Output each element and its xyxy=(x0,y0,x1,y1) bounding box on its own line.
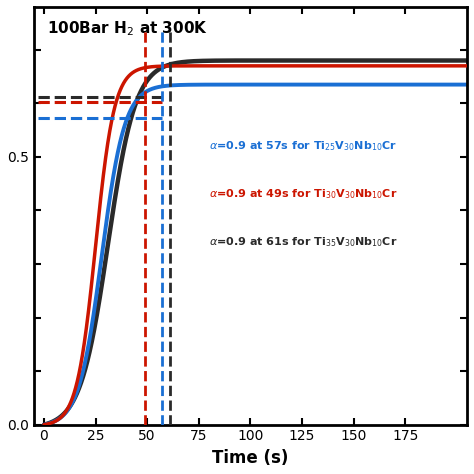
Text: $\alpha$=0.9 at 57s for Ti$_{25}$V$_{30}$Nb$_{10}$Cr: $\alpha$=0.9 at 57s for Ti$_{25}$V$_{30}… xyxy=(209,139,397,153)
X-axis label: Time (s): Time (s) xyxy=(212,449,289,467)
Text: $\alpha$=0.9 at 49s for Ti$_{30}$V$_{30}$Nb$_{10}$Cr: $\alpha$=0.9 at 49s for Ti$_{30}$V$_{30}… xyxy=(209,188,398,201)
Text: $\alpha$=0.9 at 61s for Ti$_{35}$V$_{30}$Nb$_{10}$Cr: $\alpha$=0.9 at 61s for Ti$_{35}$V$_{30}… xyxy=(209,236,398,249)
Text: 100Bar H$_2$ at 300K: 100Bar H$_2$ at 300K xyxy=(46,19,208,38)
